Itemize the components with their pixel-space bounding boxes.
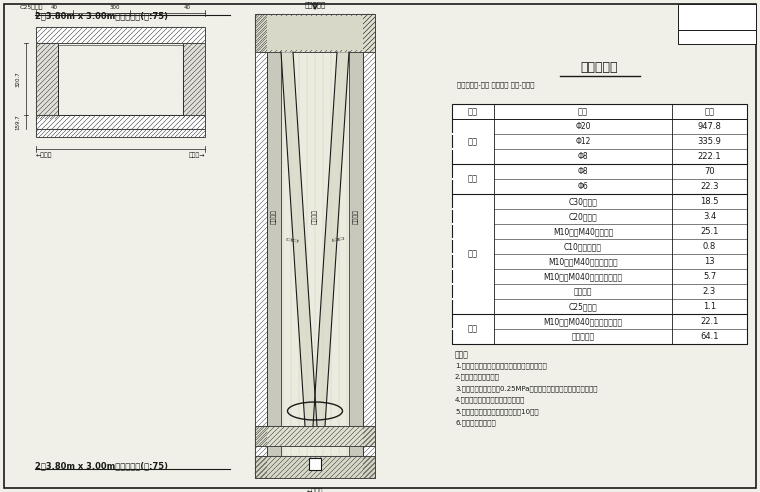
Text: 947.8: 947.8 — [698, 122, 721, 131]
Text: 18.5: 18.5 — [700, 197, 719, 206]
Text: Φ12: Φ12 — [575, 137, 591, 146]
Text: 25.1: 25.1 — [700, 227, 719, 236]
Text: Φ8: Φ8 — [578, 167, 588, 176]
Text: 数量: 数量 — [705, 107, 714, 116]
Bar — [678, 4, 756, 30]
Text: 40: 40 — [50, 5, 58, 10]
Text: M10浆砀M040块石基层浆基础: M10浆砀M040块石基层浆基础 — [543, 317, 622, 326]
Bar — [36, 27, 205, 43]
Text: 22.1: 22.1 — [700, 317, 719, 326]
Text: 300: 300 — [109, 5, 120, 10]
Text: 3.地基承载力不得低于0.25MPa，否则应进行换土或其它加固措施。: 3.地基承载力不得低于0.25MPa，否则应进行换土或其它加固措施。 — [455, 385, 597, 392]
Bar — [363, 14, 375, 478]
Text: 2－3.80m x 3.00m盖板涵立面(比:75): 2－3.80m x 3.00m盖板涵立面(比:75) — [35, 11, 168, 20]
Text: C25砖帽石: C25砖帽石 — [568, 302, 597, 311]
Text: 路基填料: 路基填料 — [271, 209, 277, 223]
Text: C25砼帽石: C25砼帽石 — [20, 4, 43, 10]
Text: C30砖盖板: C30砖盖板 — [568, 197, 597, 206]
Text: C20砖台帽: C20砖台帽 — [568, 212, 597, 221]
Bar — [309, 458, 321, 470]
Text: 盖板涵轴线: 盖板涵轴线 — [304, 1, 325, 8]
Text: 干夙换土方: 干夙换土方 — [572, 332, 594, 341]
Text: 335.9: 335.9 — [698, 137, 721, 146]
Text: 翼
墙: 翼 墙 — [331, 236, 344, 242]
Text: 基础: 基础 — [468, 325, 478, 334]
Text: 5.7: 5.7 — [703, 272, 716, 281]
Text: Φ20: Φ20 — [575, 122, 591, 131]
Text: 翼
墙: 翼 墙 — [287, 236, 299, 242]
Text: 222.1: 222.1 — [698, 152, 721, 161]
Bar — [267, 16, 363, 50]
Text: 台帽: 台帽 — [468, 175, 478, 184]
Text: C10砖中缝填榻: C10砖中缝填榻 — [564, 242, 602, 251]
Text: 3.4: 3.4 — [703, 212, 716, 221]
Bar — [255, 14, 267, 478]
Text: 测身: 测身 — [468, 249, 478, 258]
Bar — [58, 45, 183, 115]
Text: 工程数量表: 工程数量表 — [581, 61, 618, 74]
Text: 2.3: 2.3 — [703, 287, 716, 296]
Text: 159.7: 159.7 — [15, 114, 21, 130]
Text: 推进线→: 推进线→ — [188, 153, 205, 158]
Text: 0.8: 0.8 — [703, 242, 716, 251]
Text: 单位：鈢筋-千克 砲水量、 体积-立方米: 单位：鈢筋-千克 砲水量、 体积-立方米 — [457, 81, 534, 88]
Bar — [452, 104, 747, 344]
Text: Φ8: Φ8 — [578, 152, 588, 161]
Text: 路基填料: 路基填料 — [312, 209, 318, 223]
Bar — [267, 14, 281, 478]
Bar — [255, 426, 375, 446]
Text: ←推进线: ←推进线 — [36, 153, 52, 158]
Text: 部位: 部位 — [468, 107, 478, 116]
Text: 2.测身不设置枟降缝。: 2.测身不设置枟降缝。 — [455, 373, 500, 380]
Text: 1.图中尺寸图标高以米计外，其余均以厘米计。: 1.图中尺寸图标高以米计外，其余均以厘米计。 — [455, 362, 546, 369]
Bar — [349, 14, 363, 478]
Bar — [255, 456, 375, 478]
Bar — [183, 43, 205, 119]
Text: 13: 13 — [705, 257, 715, 266]
Text: 2－3.80m x 3.00m盖板涵平面(比:75): 2－3.80m x 3.00m盖板涵平面(比:75) — [35, 461, 168, 470]
Text: Φ6: Φ6 — [578, 182, 588, 191]
Text: M10浆砀M040块石基层浆墙底: M10浆砀M040块石基层浆墙底 — [543, 272, 622, 281]
Text: 320.7: 320.7 — [15, 71, 21, 87]
Text: 40: 40 — [183, 5, 191, 10]
Text: 1.1: 1.1 — [703, 302, 716, 311]
Bar — [58, 45, 183, 115]
Bar — [36, 129, 205, 137]
Text: 路基填料: 路基填料 — [353, 209, 359, 223]
Text: 盖板: 盖板 — [468, 137, 478, 146]
Polygon shape — [313, 52, 349, 426]
Bar — [281, 14, 349, 478]
Text: 64.1: 64.1 — [700, 332, 719, 341]
Text: 4.进出口消落水堰蜀可作流者开关。: 4.进出口消落水堰蜀可作流者开关。 — [455, 397, 525, 403]
Bar — [36, 43, 58, 119]
Text: 说明：: 说明： — [455, 350, 469, 359]
Text: 沙砾墊层: 沙砾墊层 — [574, 287, 592, 296]
Text: 70: 70 — [705, 167, 715, 176]
Bar — [36, 115, 205, 129]
Text: M10浆砀M40块石中缝墙身: M10浆砀M40块石中缝墙身 — [548, 257, 618, 266]
Text: 22.3: 22.3 — [700, 182, 719, 191]
Text: 5.本涵洞轴线与路中板法向夹角为10度。: 5.本涵洞轴线与路中板法向夹角为10度。 — [455, 408, 539, 415]
Text: 6.本涵洞为盖板涵。: 6.本涵洞为盖板涵。 — [455, 420, 496, 426]
Bar — [678, 30, 756, 44]
Text: ←推进线: ←推进线 — [307, 488, 323, 492]
Text: 项目: 项目 — [578, 107, 588, 116]
Polygon shape — [281, 52, 317, 426]
Text: M10浆砀M40块石台身: M10浆砀M40块石台身 — [553, 227, 613, 236]
Bar — [255, 14, 375, 52]
